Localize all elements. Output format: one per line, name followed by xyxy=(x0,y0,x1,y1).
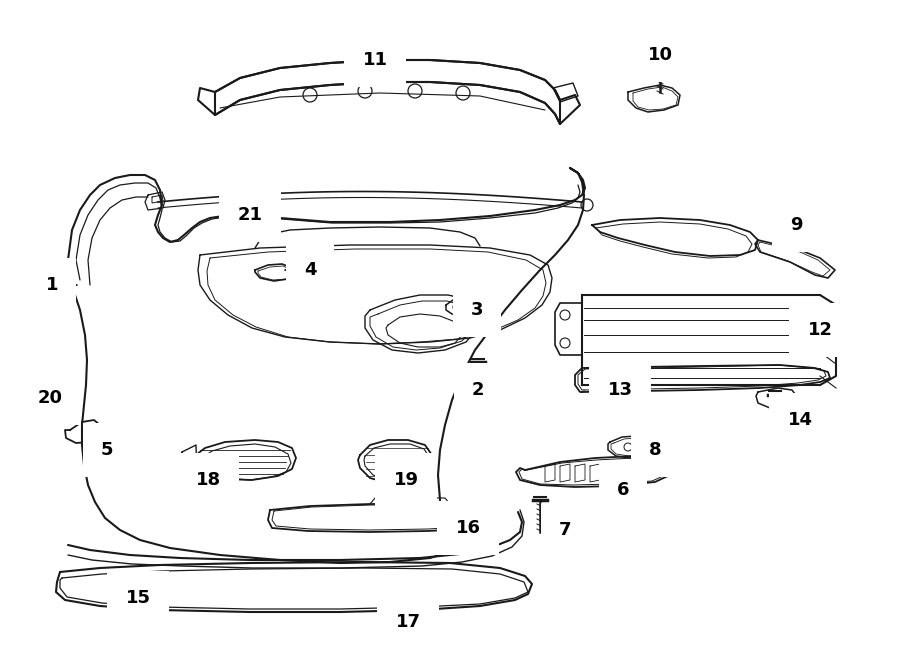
Text: 6: 6 xyxy=(616,481,629,499)
Text: 21: 21 xyxy=(238,206,263,224)
Text: 7: 7 xyxy=(559,521,572,539)
Text: 19: 19 xyxy=(393,471,419,489)
Text: 4: 4 xyxy=(304,261,316,279)
Text: 1: 1 xyxy=(46,276,58,294)
Text: 9: 9 xyxy=(790,216,802,234)
Text: 8: 8 xyxy=(649,441,662,459)
Text: 5: 5 xyxy=(101,441,113,459)
Text: 12: 12 xyxy=(807,321,833,339)
Text: 14: 14 xyxy=(788,411,813,429)
Text: 3: 3 xyxy=(471,301,483,319)
Text: 11: 11 xyxy=(363,51,388,69)
Text: 17: 17 xyxy=(395,613,420,631)
Text: 20: 20 xyxy=(38,389,62,407)
Text: 18: 18 xyxy=(195,471,220,489)
Text: 13: 13 xyxy=(608,381,633,399)
Text: 15: 15 xyxy=(125,589,150,607)
Text: 16: 16 xyxy=(455,519,481,537)
Text: 2: 2 xyxy=(472,381,484,399)
Text: 10: 10 xyxy=(647,46,672,64)
